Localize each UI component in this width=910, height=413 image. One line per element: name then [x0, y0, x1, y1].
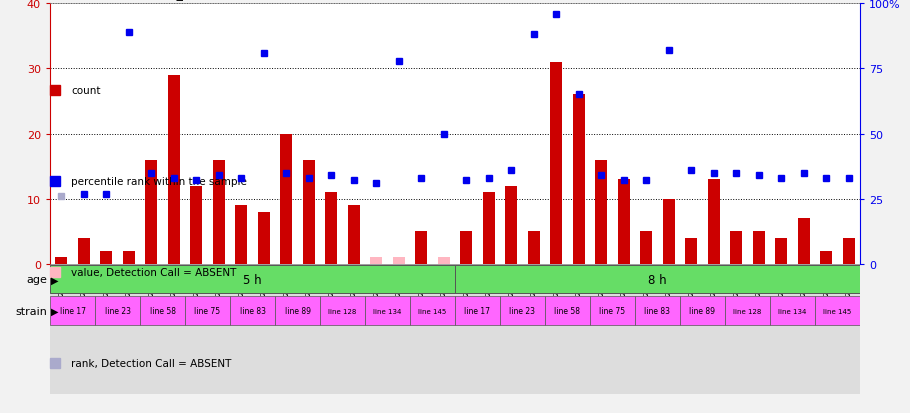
Bar [618, 180, 630, 264]
Bar [460, 232, 472, 264]
Bar [500, 296, 545, 325]
Bar [820, 251, 833, 264]
Bar [303, 160, 315, 264]
Bar [797, 219, 810, 264]
Bar [100, 251, 113, 264]
Bar [213, 160, 225, 264]
Bar [275, 296, 320, 325]
Bar [123, 251, 135, 264]
Bar [50, 296, 95, 325]
Bar [258, 212, 270, 264]
Text: 8 h: 8 h [648, 273, 667, 286]
Bar [77, 238, 90, 264]
Bar [843, 238, 854, 264]
Bar [528, 232, 540, 264]
Bar [50, 265, 455, 294]
Bar [545, 296, 590, 325]
Text: strain: strain [15, 306, 47, 316]
Text: line 58: line 58 [554, 306, 581, 315]
Text: count: count [71, 86, 100, 96]
Text: line 134: line 134 [778, 308, 806, 314]
Bar [730, 232, 743, 264]
Bar [95, 296, 140, 325]
Bar [482, 193, 495, 264]
Bar [775, 238, 787, 264]
Bar [438, 258, 450, 264]
Bar [590, 296, 635, 325]
Bar [190, 186, 202, 264]
Bar [235, 206, 248, 264]
Bar [815, 296, 860, 325]
Bar [370, 258, 382, 264]
Text: line 89: line 89 [285, 306, 310, 315]
Bar [56, 258, 67, 264]
Bar [550, 63, 562, 264]
Bar [50, 264, 860, 394]
Bar [662, 199, 675, 264]
Text: line 23: line 23 [510, 306, 535, 315]
Bar [635, 296, 680, 325]
Bar [365, 296, 410, 325]
Bar [140, 296, 185, 325]
Text: line 145: line 145 [419, 308, 447, 314]
Text: line 75: line 75 [600, 306, 625, 315]
Text: ▶: ▶ [51, 306, 58, 316]
Bar [455, 265, 871, 294]
Bar [280, 134, 292, 264]
Bar [770, 296, 815, 325]
Text: line 23: line 23 [105, 306, 130, 315]
Bar [145, 160, 157, 264]
Text: line 83: line 83 [644, 306, 671, 315]
Text: line 128: line 128 [733, 308, 762, 314]
Bar [230, 296, 275, 325]
Bar [185, 296, 230, 325]
Bar [725, 296, 770, 325]
Bar [680, 296, 725, 325]
Bar [708, 180, 720, 264]
Text: line 75: line 75 [195, 306, 220, 315]
Text: rank, Detection Call = ABSENT: rank, Detection Call = ABSENT [71, 358, 231, 368]
Text: 5 h: 5 h [243, 273, 262, 286]
Text: ▶: ▶ [51, 275, 58, 285]
Text: line 134: line 134 [373, 308, 401, 314]
Bar [640, 232, 652, 264]
Text: line 17: line 17 [59, 306, 86, 315]
Bar [595, 160, 607, 264]
Text: line 128: line 128 [329, 308, 357, 314]
Text: line 83: line 83 [239, 306, 266, 315]
Bar [167, 76, 180, 264]
Bar [348, 206, 360, 264]
Bar [572, 95, 585, 264]
Bar [392, 258, 405, 264]
Bar [753, 232, 765, 264]
Bar [320, 296, 365, 325]
Text: line 89: line 89 [690, 306, 715, 315]
Bar [455, 296, 500, 325]
Text: line 58: line 58 [149, 306, 176, 315]
Text: percentile rank within the sample: percentile rank within the sample [71, 177, 247, 187]
Text: line 17: line 17 [464, 306, 490, 315]
Bar [505, 186, 518, 264]
Bar [325, 193, 338, 264]
Text: value, Detection Call = ABSENT: value, Detection Call = ABSENT [71, 268, 237, 278]
Bar [685, 238, 697, 264]
Bar [415, 232, 428, 264]
Bar [410, 296, 455, 325]
Text: line 145: line 145 [824, 308, 852, 314]
Text: age: age [26, 275, 47, 285]
